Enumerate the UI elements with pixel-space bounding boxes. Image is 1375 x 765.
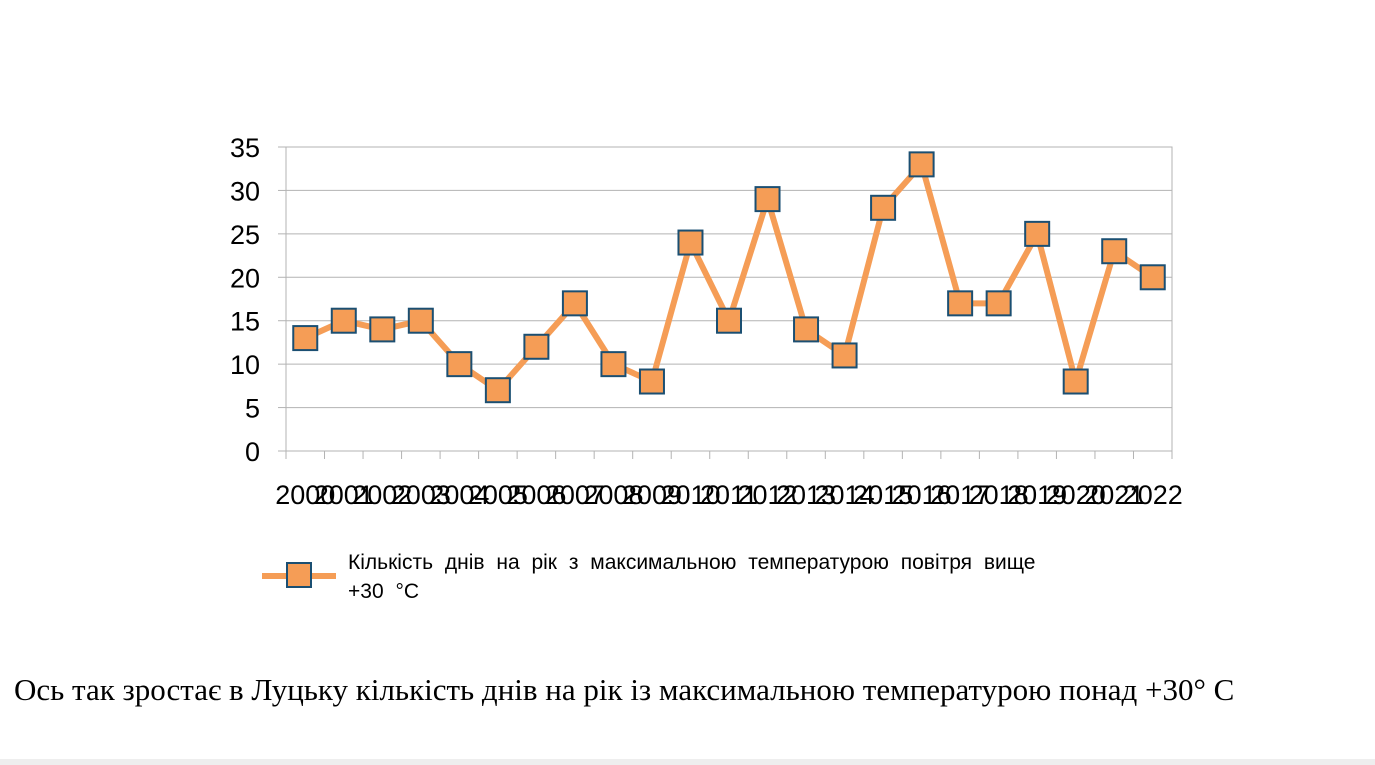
- chart-caption: Ось так зростає в Луцьку кількість днів …: [14, 672, 1235, 707]
- y-tick-label: 20: [230, 263, 260, 293]
- x-tick-label: 2022: [1123, 480, 1183, 510]
- x-tick-label: 2013: [776, 480, 836, 510]
- x-tick-label: 2015: [853, 480, 913, 510]
- x-tick-label: 2002: [352, 480, 412, 510]
- y-tick-label: 5: [245, 394, 260, 424]
- data-point-marker: [523, 333, 550, 360]
- x-tick-label: 2003: [391, 480, 451, 510]
- data-point-marker: [407, 307, 434, 334]
- data-point-marker: [446, 351, 473, 378]
- data-point-marker: [1139, 264, 1166, 291]
- x-tick-label: 2011: [700, 480, 758, 510]
- data-point-marker: [1101, 238, 1128, 265]
- data-point-marker: [1062, 368, 1089, 395]
- data-point-marker: [870, 194, 897, 221]
- x-tick-label: 2018: [969, 480, 1029, 510]
- data-point-marker: [677, 229, 704, 256]
- x-tick-label: 2004: [429, 480, 489, 510]
- data-point-marker: [369, 316, 396, 343]
- x-tick-label: 2006: [506, 480, 566, 510]
- data-point-marker: [716, 307, 742, 334]
- data-point-marker: [831, 342, 858, 369]
- x-tick-label: 2009: [622, 480, 682, 510]
- data-point-marker: [985, 290, 1012, 317]
- x-tick-label: 2010: [660, 480, 720, 510]
- x-tick-label: 2007: [545, 480, 605, 510]
- x-tick-label: 2001: [314, 480, 374, 510]
- x-tick-label: 2014: [815, 480, 875, 510]
- x-tick-label: 2008: [583, 480, 643, 510]
- data-point-marker: [638, 368, 665, 395]
- x-tick-label: 2000: [275, 480, 335, 510]
- x-tick-label: 2017: [930, 480, 990, 510]
- page-bottom-strip: [0, 759, 1375, 765]
- x-tick-label: 2020: [1046, 480, 1106, 510]
- y-tick-label: 35: [230, 133, 260, 163]
- grid-lines: [286, 146, 1172, 409]
- x-tick-label: 2019: [1007, 480, 1067, 510]
- y-axis-tick-labels: 0 5 10 15 20 25 30 35: [230, 133, 260, 467]
- legend: Кількість днів на рік з максимальною тем…: [262, 551, 1036, 603]
- x-tick-label: 2012: [737, 480, 797, 510]
- data-point-marker: [908, 151, 935, 178]
- y-tick-label: 25: [230, 220, 260, 250]
- x-axis-tick-labels: 2000200120022003200420052006200720082009…: [275, 480, 1183, 510]
- data-series: [292, 151, 1166, 404]
- data-point-marker: [292, 325, 319, 352]
- legend-label-line-1: Кількість днів на рік з максимальною тем…: [348, 551, 1036, 574]
- x-tick-label: 2005: [468, 480, 528, 510]
- y-tick-label: 15: [230, 307, 260, 337]
- x-tick-label: 2016: [892, 480, 952, 510]
- data-point-marker: [330, 307, 357, 334]
- plot-area-border: [285, 146, 1173, 452]
- data-point-marker: [561, 290, 588, 317]
- data-point-marker: [793, 316, 820, 343]
- data-point-marker: [947, 290, 974, 317]
- x-tick-label: 2021: [1084, 480, 1144, 510]
- legend-label-line-2: +30 °C: [348, 580, 419, 603]
- legend-marker-swatch: [286, 562, 312, 588]
- data-point-marker: [754, 186, 781, 213]
- y-tick-label: 30: [230, 176, 260, 206]
- data-point-marker: [484, 377, 511, 404]
- y-tick-label: 10: [230, 350, 260, 380]
- y-tick-label: 0: [245, 437, 260, 467]
- data-point-marker: [600, 351, 627, 378]
- data-point-marker: [1024, 220, 1051, 247]
- axes: [278, 146, 1173, 459]
